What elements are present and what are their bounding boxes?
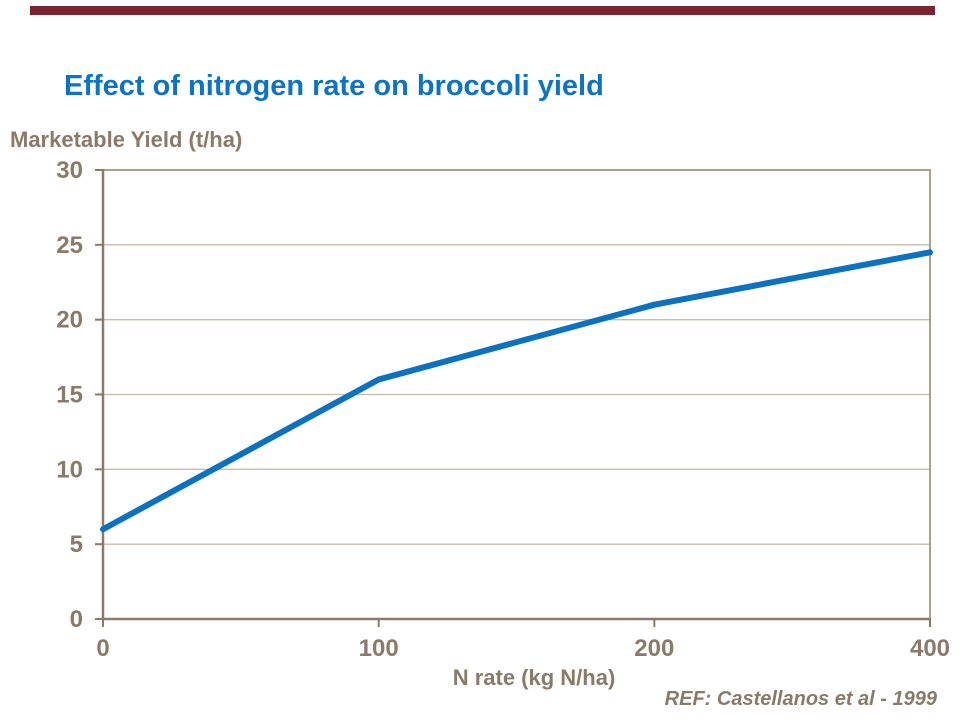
x-tick-label: 400	[910, 635, 950, 662]
y-tick-label: 15	[56, 382, 83, 409]
y-tick-label: 30	[56, 157, 83, 184]
slide-title: Effect of nitrogen rate on broccoli yiel…	[64, 70, 604, 102]
y-tick-label: 20	[56, 307, 83, 334]
reference-citation: REF: Castellanos et al - 1999	[664, 688, 937, 710]
x-tick-label: 100	[359, 635, 399, 662]
y-tick-label: 10	[56, 456, 83, 483]
x-tick-label: 200	[634, 635, 674, 662]
y-axis-title: Marketable Yield (t/ha)	[10, 127, 243, 152]
y-tick-label: 0	[70, 606, 83, 633]
y-tick-label: 25	[56, 232, 83, 259]
yield-data-line	[100, 249, 933, 533]
x-axis-title: N rate (kg N/ha)	[452, 665, 616, 690]
top-accent-bar	[30, 6, 935, 15]
x-tick-label: 0	[96, 635, 109, 662]
y-tick-label: 5	[70, 531, 83, 558]
